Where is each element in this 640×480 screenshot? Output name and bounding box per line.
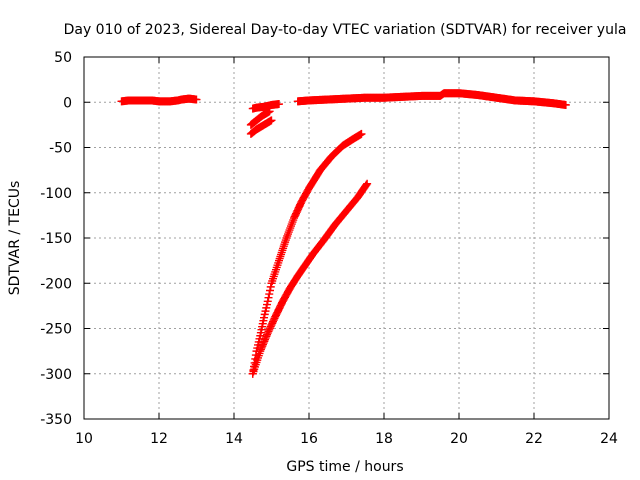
data-point [264, 293, 273, 302]
x-tick-labels: 10 12 14 16 18 20 22 24 [75, 431, 618, 447]
x-tick-label: 22 [525, 431, 543, 447]
grid [84, 57, 609, 419]
y-tick-label: -300 [40, 367, 72, 383]
y-tick-label: -150 [40, 231, 72, 247]
data-point [267, 116, 276, 125]
data-point [561, 100, 570, 109]
data-point [265, 290, 274, 299]
y-tick-label: -50 [49, 141, 72, 157]
data-point [192, 95, 201, 104]
x-tick-label: 10 [75, 431, 93, 447]
data-point [363, 179, 372, 188]
data-point [357, 129, 366, 138]
series-arc-2 [248, 100, 283, 113]
y-tick-label: 0 [63, 95, 72, 111]
y-tick-labels: 50 0 -50 -100 -150 -200 -250 -300 -350 [40, 50, 72, 428]
x-axis-label: GPS time / hours [286, 459, 403, 475]
data-point [266, 286, 274, 295]
y-tick-label: -350 [40, 412, 72, 428]
series-arc-1 [117, 94, 201, 106]
series-arc-5 [293, 89, 570, 109]
x-tick-label: 12 [150, 431, 168, 447]
data-point [362, 180, 371, 189]
y-tick-label: -250 [40, 322, 72, 338]
x-tick-label: 24 [600, 431, 618, 447]
data-point [263, 297, 272, 306]
axis-ticks [83, 56, 610, 420]
x-tick-label: 18 [375, 431, 393, 447]
series-arc-7 [248, 179, 372, 378]
series-arc-4 [246, 116, 276, 138]
y-tick-label: -100 [40, 186, 72, 202]
data-marks [117, 89, 570, 378]
data-point [265, 107, 274, 116]
series-arc-3 [246, 107, 274, 129]
x-tick-label: 14 [225, 431, 243, 447]
x-tick-label: 20 [450, 431, 468, 447]
x-tick-label: 16 [300, 431, 318, 447]
y-tick-label: -200 [40, 276, 72, 292]
y-axis-label: SDTVAR / TECUs [7, 181, 23, 296]
data-point [275, 100, 283, 109]
y-tick-label: 50 [54, 50, 72, 66]
chart-title: Day 010 of 2023, Sidereal Day-to-day VTE… [64, 22, 627, 38]
data-point [266, 282, 275, 291]
